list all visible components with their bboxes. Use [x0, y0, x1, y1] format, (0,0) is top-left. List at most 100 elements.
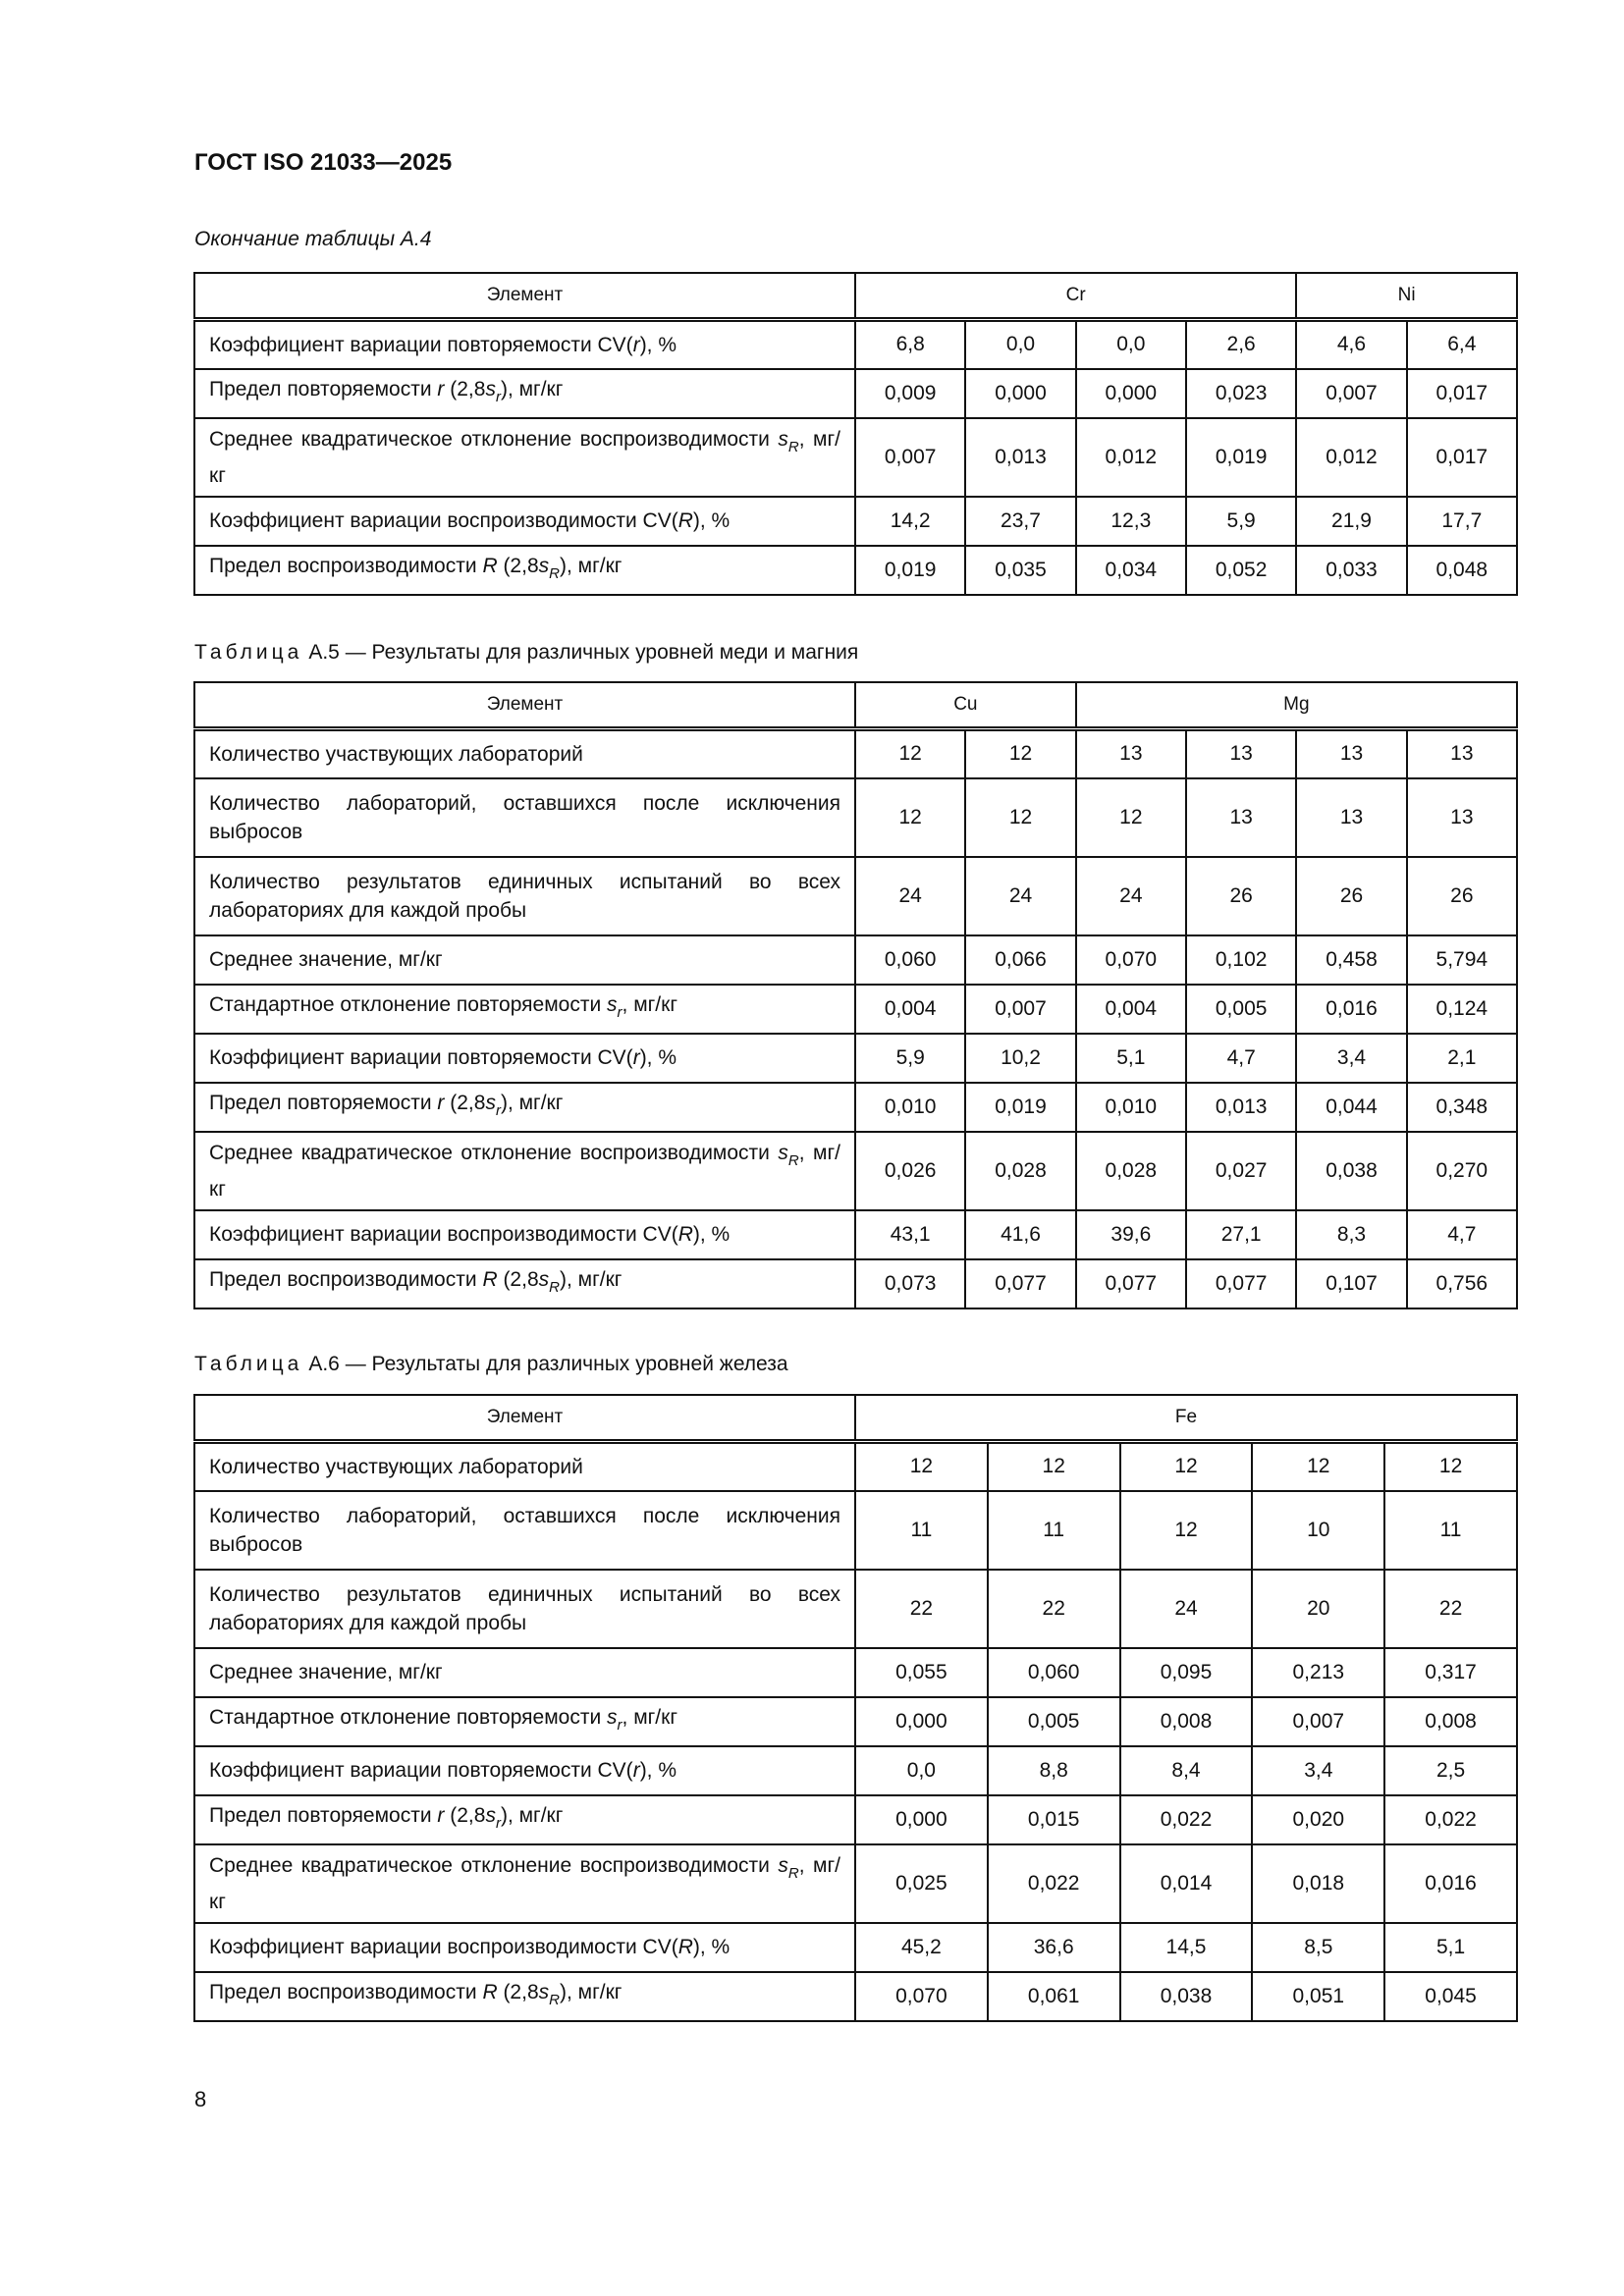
value-cell: 0,044 — [1295, 1081, 1408, 1133]
value-cell: 11 — [986, 1489, 1121, 1571]
page-number: 8 — [194, 2087, 207, 2111]
table-row: Среднее значение, мг/кг 0,060 0,066 0,070 0,… — [193, 934, 1519, 986]
label-segment: s — [607, 993, 618, 1016]
value-cell: 13 — [1184, 727, 1298, 779]
value-cell: 12,3 — [1074, 495, 1187, 547]
label-segment: Среднее квадратическое отклонение воспро… — [209, 1141, 779, 1164]
label-segment: r — [617, 1004, 623, 1021]
value-cell: 5,794 — [1405, 934, 1519, 986]
label-segment: ), % — [639, 1759, 677, 1782]
label-segment: Количество результатов единичных испытан… — [209, 1582, 840, 1634]
label-segment: R — [677, 509, 693, 532]
value-cell: 26 — [1295, 855, 1408, 936]
value-cell: 13 — [1184, 776, 1298, 858]
label-segment: R — [549, 1279, 560, 1296]
value-cell: 14,5 — [1118, 1921, 1254, 1973]
table-row: Среднее значение, мг/кг 0,055 0,060 0,095 0,… — [193, 1646, 1518, 1698]
value-cell: 21,9 — [1295, 495, 1408, 547]
value-cell: 0,070 — [1074, 934, 1188, 986]
label-segment: , мг/кг — [622, 993, 677, 1016]
row-label: Предел воспроизводимости R (2,8sR), мг/к… — [193, 1257, 856, 1309]
value-cell: 5,9 — [853, 1032, 967, 1084]
label-segment: R — [482, 555, 498, 577]
label-segment: Предел повторяемости — [209, 378, 438, 400]
label-segment: r — [437, 378, 445, 400]
value-cell: 0,048 — [1405, 544, 1518, 596]
row-label: Среднее квадратическое отклонение воспро… — [193, 1842, 856, 1924]
value-cell: 0,019 — [964, 1081, 1077, 1133]
value-cell: 0,022 — [986, 1842, 1121, 1924]
value-cell: 24 — [853, 855, 967, 936]
value-cell: 0,0 — [964, 318, 1077, 370]
value-cell: 5,1 — [1383, 1921, 1518, 1973]
value-cell: 0,051 — [1251, 1970, 1386, 2022]
table-row: Коэффициент вариации воспроизводимости C… — [193, 1208, 1519, 1260]
table-row: Коэффициент вариации воспроизводимости C… — [193, 495, 1518, 547]
label-segment: Стандартное отклонение повторяемости — [209, 1706, 608, 1729]
label-segment: r — [632, 1759, 640, 1782]
label-segment: ), мг/кг — [559, 1981, 623, 2003]
row-label: Количество участвующих лабораторий — [193, 1440, 856, 1492]
label-segment: ), мг/кг — [500, 1092, 564, 1114]
label-segment: s — [778, 427, 788, 451]
value-cell: 0,007 — [1251, 1695, 1386, 1747]
label-segment: r — [632, 1046, 640, 1069]
value-cell: 13 — [1295, 776, 1408, 858]
value-cell: 0,004 — [1074, 983, 1188, 1035]
label-segment: r — [632, 333, 640, 356]
label-segment: ), % — [692, 509, 731, 532]
value-cell: 0,213 — [1251, 1646, 1386, 1698]
value-cell: 0,016 — [1383, 1842, 1518, 1924]
value-cell: 0,007 — [1295, 367, 1408, 419]
row-label: Коэффициент вариации повторяемости CV(r)… — [193, 1032, 856, 1084]
value-cell: 0,027 — [1184, 1130, 1298, 1211]
label-segment: r — [495, 1102, 501, 1119]
value-cell: 14,2 — [853, 495, 967, 547]
element-group-header: Ni — [1295, 272, 1518, 322]
row-label: Предел повторяемости r (2,8sr), мг/кг — [193, 1793, 856, 1845]
label-segment: r — [495, 389, 501, 405]
value-cell: 36,6 — [986, 1921, 1121, 1973]
label-segment: , мг/кг — [209, 1141, 840, 1201]
data-table: Элемент Cu Mg Количество участвующих лабора… — [193, 681, 1519, 1309]
label-segment: s — [485, 378, 496, 400]
row-label: Стандартное отклонение повторяемости sr,… — [193, 1695, 856, 1747]
value-cell: 2,5 — [1383, 1744, 1518, 1796]
table-row: Предел воспроизводимости R (2,8sR), мг/к… — [193, 1970, 1518, 2022]
value-cell: 12 — [853, 776, 967, 858]
row-label: Предел повторяемости r (2,8sr), мг/кг — [193, 1081, 856, 1133]
value-cell: 26 — [1184, 855, 1298, 936]
value-cell: 2,6 — [1184, 318, 1298, 370]
value-cell: 0,000 — [854, 1793, 989, 1845]
table-continuation-label: Окончание таблицы А.4 — [194, 228, 432, 250]
caption-text: А.6 — Результаты для различных уровней ж… — [308, 1353, 788, 1375]
value-cell: 12 — [1118, 1489, 1254, 1571]
value-cell: 12 — [853, 727, 967, 779]
value-cell: 0,018 — [1251, 1842, 1386, 1924]
label-segment: (2,8 — [444, 1092, 486, 1114]
label-segment: r — [495, 1815, 501, 1832]
table-row: Предел повторяемости r (2,8sr), мг/кг 0,0… — [193, 1081, 1519, 1133]
table-row: Количество лабораторий, оставшихся после… — [193, 1489, 1518, 1571]
table-row: Предел повторяемости r (2,8sr), мг/кг 0,0… — [193, 1793, 1518, 1845]
label-segment: R — [787, 1151, 799, 1169]
table-header-row: Элемент Cr Ni — [193, 272, 1518, 322]
table-caption: Таблица А.5 — Результаты для различных ур… — [194, 641, 858, 665]
row-label: Предел повторяемости r (2,8sr), мг/кг — [193, 367, 856, 419]
value-cell: 0,010 — [853, 1081, 967, 1133]
value-cell: 5,1 — [1074, 1032, 1188, 1084]
table-row: Коэффициент вариации повторяемости CV(r)… — [193, 1032, 1519, 1084]
value-cell: 12 — [854, 1440, 989, 1492]
value-cell: 0,045 — [1383, 1970, 1518, 2022]
row-label: Коэффициент вариации воспроизводимости C… — [193, 495, 856, 547]
value-cell: 0,033 — [1295, 544, 1408, 596]
value-cell: 0,038 — [1118, 1970, 1254, 2022]
value-cell: 0,009 — [853, 367, 967, 419]
table-row: Количество результатов единичных испытан… — [193, 1568, 1518, 1649]
value-cell: 0,028 — [964, 1130, 1077, 1211]
table-row: Количество участвующих лабораторий 12 12 12… — [193, 1440, 1518, 1492]
value-cell: 0,095 — [1118, 1646, 1254, 1698]
value-cell: 12 — [1383, 1440, 1518, 1492]
value-cell: 0,077 — [1184, 1257, 1298, 1309]
table-caption: Таблица А.6 — Результаты для различных ур… — [194, 1353, 788, 1376]
